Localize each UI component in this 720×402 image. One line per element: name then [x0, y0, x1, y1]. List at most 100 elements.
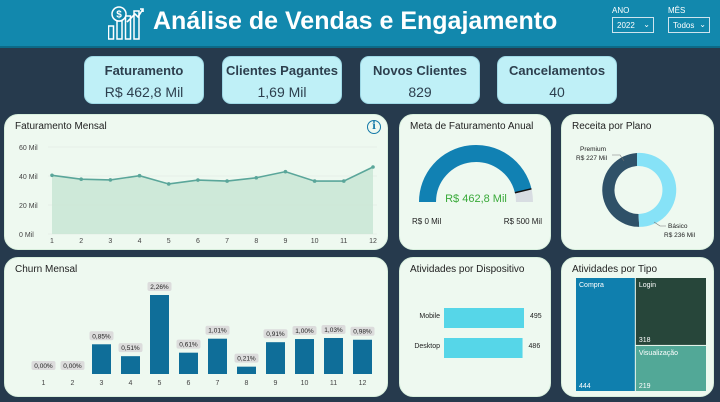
data-label-bg — [292, 326, 317, 336]
data-label: 0,61% — [179, 342, 198, 349]
y-tick-label: 20 Mil — [19, 203, 38, 210]
chevron-down-icon: ⌄ — [643, 20, 650, 29]
data-point — [371, 165, 375, 169]
category-label: Desktop — [414, 343, 440, 350]
slice-value-label: R$ 227 Mil — [576, 155, 608, 162]
gauge-target-marker — [514, 188, 532, 194]
chart-title: Atividades por Dispositivo — [410, 264, 525, 275]
data-label: 0,91% — [266, 331, 285, 338]
month-select-value: Todos — [673, 21, 695, 30]
treemap-name: Visualização — [639, 350, 678, 357]
treemap-value: 444 — [579, 383, 591, 390]
slice-name-label: Básico — [668, 223, 688, 230]
churn-bar-chart: 0,00% 1 0,00% 2 0,85% 3 0,51% 4 2,26% 5 0,61% 6 1,01… — [31, 282, 375, 387]
year-filter-label: ANO — [612, 6, 630, 15]
year-select-value: 2022 — [617, 21, 635, 30]
x-tick-label: 12 — [369, 238, 377, 245]
sales-growth-icon: $ — [108, 6, 144, 40]
x-tick-label: 6 — [196, 238, 200, 245]
treemap-cell — [635, 345, 706, 391]
data-label: 0,85% — [92, 333, 111, 340]
year-select[interactable]: 2022 ⌄ — [612, 17, 654, 33]
device-bar-chart: Mobile 495 Desktop 486 — [414, 308, 542, 358]
x-tick-label: 9 — [284, 238, 288, 245]
treemap-cell — [635, 278, 706, 345]
category-label: Mobile — [419, 313, 440, 320]
gauge-min-label: R$ 0 Mil — [412, 217, 442, 226]
receita-plano-card: Receita por Plano Premium R$ 227 Mil Básic… — [561, 114, 714, 250]
y-tick-label: 40 Mil — [19, 174, 38, 181]
x-tick-label: 9 — [274, 380, 278, 387]
churn-bar — [150, 295, 169, 374]
data-label-bg — [147, 282, 172, 291]
data-label: 1,01% — [208, 328, 227, 335]
chart-title: Churn Mensal — [15, 264, 78, 275]
x-tick-label: 5 — [167, 238, 171, 245]
churn-bar — [237, 366, 256, 374]
atividades-dispositivo-card: Atividades por Dispositivo Mobile 495 Desk… — [399, 257, 551, 397]
data-label-bg — [350, 326, 375, 336]
data-label: 495 — [530, 313, 542, 320]
atividades-tipo-card: Atividades por Tipo Compra 444 Login 318 Vis… — [561, 257, 714, 397]
data-point — [342, 179, 346, 183]
data-label: 0,00% — [34, 363, 53, 370]
leader-line — [653, 221, 666, 227]
churn-bar — [208, 338, 227, 374]
data-label: 1,00% — [295, 328, 314, 335]
x-tick-label: 1 — [42, 380, 46, 387]
kpi-card-novos-clientes: Novos Clientes 829 — [360, 56, 480, 104]
kpi-card-faturamento: Faturamento R$ 462,8 Mil — [84, 56, 204, 104]
x-tick-label: 2 — [79, 238, 83, 245]
x-tick-label: 10 — [311, 238, 319, 245]
page-title: Análise de Vendas e Engajamento — [153, 7, 558, 35]
kpi-title: Clientes Pagantes — [226, 63, 338, 78]
data-point — [283, 169, 288, 174]
kpi-title: Faturamento — [104, 63, 184, 78]
meta-gauge-chart: R$ 462,8 Mil R$ 0 Mil R$ 500 Mil — [412, 145, 542, 226]
churn-bar — [121, 356, 140, 374]
data-point — [108, 178, 113, 182]
data-point — [254, 175, 259, 180]
data-point — [79, 177, 83, 181]
data-label: 0,00% — [63, 363, 82, 370]
meta-faturamento-card: Meta de Faturamento Anual R$ 462,8 Mil R$… — [399, 114, 551, 250]
x-tick-label: 7 — [216, 380, 220, 387]
x-tick-label: 3 — [108, 238, 112, 245]
data-label: 486 — [529, 343, 541, 350]
churn-bar — [295, 339, 314, 374]
chart-title: Meta de Faturamento Anual — [410, 121, 534, 132]
gauge-value-label: R$ 462,8 Mil — [445, 193, 507, 205]
data-point — [196, 178, 200, 182]
churn-bar — [266, 342, 285, 374]
x-tick-label: 11 — [330, 380, 337, 387]
data-label-bg — [118, 343, 143, 353]
x-tick-label: 8 — [254, 238, 258, 245]
churn-bar — [324, 337, 343, 374]
tipo-treemap-chart: Compra 444 Login 318 Visualização 219 — [576, 278, 706, 391]
data-label-bg — [205, 325, 230, 335]
churn-bar — [92, 344, 111, 374]
month-select[interactable]: Todos ⌄ — [668, 17, 710, 33]
data-point — [50, 173, 54, 178]
info-icon[interactable]: i — [367, 120, 381, 134]
data-label: 0,51% — [121, 345, 140, 352]
donut-slice — [602, 153, 640, 227]
x-tick-label: 1 — [50, 238, 54, 245]
header-bar: $ Análise de Vendas e Engajamento ANO 20… — [0, 0, 720, 48]
x-tick-label: 3 — [100, 380, 104, 387]
treemap-value: 318 — [639, 337, 651, 344]
year-filter: ANO 2022 ⌄ — [612, 6, 654, 33]
treemap-cell — [576, 278, 635, 391]
kpi-value: 40 — [549, 84, 565, 100]
slice-name-label: Premium — [580, 146, 606, 153]
svg-text:$: $ — [116, 10, 122, 21]
x-tick-label: 10 — [301, 380, 309, 387]
kpi-value: 1,69 Mil — [257, 84, 307, 100]
data-label-bg — [60, 361, 85, 370]
data-point — [225, 179, 229, 183]
x-tick-label: 8 — [245, 380, 249, 387]
y-tick-label: 0 Mil — [19, 232, 34, 239]
x-tick-label: 4 — [138, 238, 142, 245]
churn-mensal-card: Churn Mensal 0,00% 1 0,00% 2 0,85% 3 0,51% 4 2,2… — [4, 257, 388, 397]
data-label-bg — [176, 339, 201, 349]
